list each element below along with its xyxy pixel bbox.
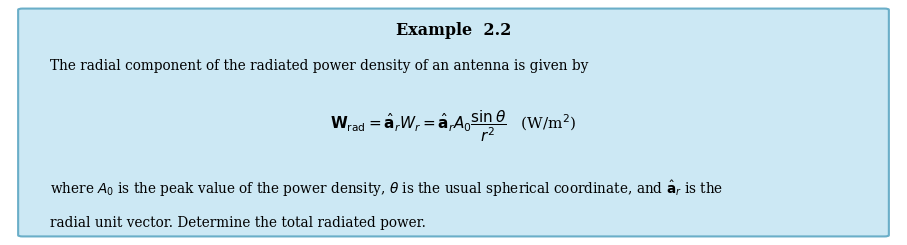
Text: where $A_0$ is the peak value of the power density, $\theta$ is the usual spheri: where $A_0$ is the peak value of the pow…	[50, 179, 723, 199]
Text: The radial component of the radiated power density of an antenna is given by: The radial component of the radiated pow…	[50, 59, 589, 73]
Text: Example  2.2: Example 2.2	[395, 22, 512, 39]
Text: radial unit vector. Determine the total radiated power.: radial unit vector. Determine the total …	[50, 216, 425, 230]
FancyBboxPatch shape	[18, 9, 889, 236]
Text: $\mathbf{W}_{\mathrm{rad}} = \hat{\mathbf{a}}_r W_r = \hat{\mathbf{a}}_r A_0 \df: $\mathbf{W}_{\mathrm{rad}} = \hat{\mathb…	[330, 109, 577, 145]
